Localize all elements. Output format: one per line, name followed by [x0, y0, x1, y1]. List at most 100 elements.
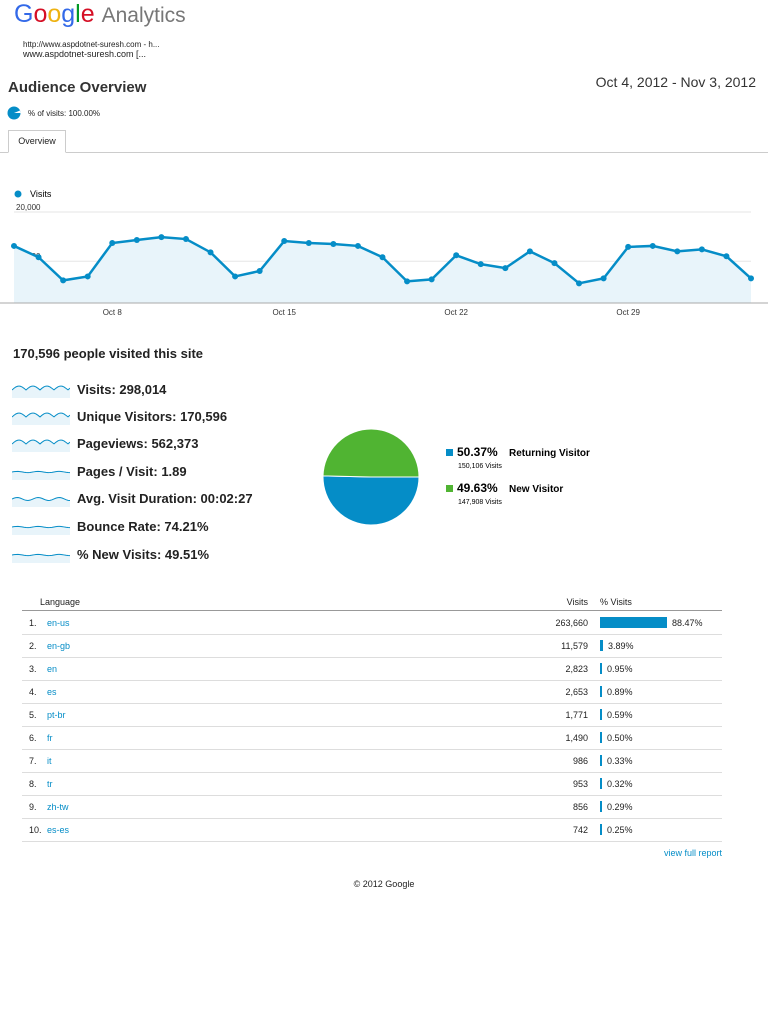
table-row: 10. es-es 742 0.25%: [22, 818, 722, 842]
visits: 11,579: [561, 641, 588, 651]
logo-product: Analytics: [101, 4, 186, 27]
footer: © 2012 Google: [353, 879, 415, 889]
visits: 953: [572, 779, 588, 789]
sparkline-area: [12, 554, 70, 563]
share-label: 3.89%: [607, 641, 634, 651]
sparkline-line: [12, 470, 70, 474]
table-row: 6. fr 1,490 0.50%: [22, 726, 722, 750]
table-row: 8. tr 953 0.32%: [22, 772, 722, 796]
tab[interactable]: Overview: [8, 130, 66, 153]
language: zh-tw: [47, 802, 69, 812]
metric-text: Avg. Visit Duration: 00:02:27: [77, 491, 253, 506]
metric-label: Visits:: [77, 382, 116, 397]
legend-dot: [14, 190, 22, 198]
legend-swatch: [446, 485, 453, 492]
point: [625, 243, 632, 250]
metric-label: Pages / Visit:: [77, 464, 158, 479]
sparkline-line: [12, 553, 70, 557]
table-row: 3. en 2,823 0.95%: [22, 657, 722, 681]
logo-letter: g: [61, 0, 76, 28]
point: [330, 240, 337, 247]
legend-swatch: [446, 449, 453, 456]
point: [453, 252, 460, 259]
share-bar: [600, 778, 602, 789]
rank: 5.: [29, 710, 37, 720]
visits: 2,653: [565, 687, 588, 697]
pie-slice: [322, 475, 420, 526]
visits: 856: [572, 802, 588, 812]
share-bar: [600, 709, 602, 720]
language: it: [47, 756, 52, 766]
table: Language Visits % Visits 1. en-us 263,660 8…: [0, 592, 768, 872]
metric-label: Pageviews:: [77, 436, 148, 451]
point: [256, 268, 263, 275]
sparkline: [12, 553, 70, 563]
point: [600, 275, 607, 282]
logo-letter: e: [80, 0, 95, 28]
point: [354, 242, 361, 249]
sparkline: [12, 470, 70, 480]
point: [133, 237, 140, 244]
visits: 986: [572, 756, 588, 766]
point: [109, 239, 116, 246]
legend-label: Returning Visitor: [509, 448, 590, 459]
rank: 8.: [29, 779, 37, 789]
share-bar: [600, 640, 603, 651]
point: [551, 260, 558, 267]
table-row: 4. es 2,653 0.89%: [22, 680, 722, 704]
metric: Avg. Visit Duration: 00:02:27: [12, 489, 272, 509]
sparkline-line: [12, 412, 70, 418]
point: [281, 238, 288, 245]
metric: Pageviews: 562,373: [12, 434, 272, 454]
point: [207, 249, 214, 256]
legend-label: Visits: [30, 189, 52, 199]
point: [723, 253, 730, 260]
rank: 6.: [29, 733, 37, 743]
language: tr: [47, 779, 53, 789]
language: en-gb: [47, 641, 71, 651]
share-label: 0.29%: [607, 802, 633, 812]
point: [84, 273, 91, 280]
url-line: www.aspdotnet-suresh.com [...: [23, 49, 147, 59]
share-label: 0.33%: [607, 756, 633, 766]
column-header: Language: [40, 597, 81, 607]
x-tick-label: Oct 15: [272, 308, 296, 317]
language: en-us: [47, 618, 70, 628]
sparkline-line: [12, 525, 70, 529]
sparkline: [12, 525, 70, 535]
metric-label: Bounce Rate:: [77, 519, 161, 534]
logo-letter: l: [75, 0, 81, 28]
pie-chart: 50.37% Returning Visitor 150,106 Visits 49.…: [322, 428, 590, 526]
metric-value: 170,596: [180, 409, 228, 424]
metric: Bounce Rate: 74.21%: [12, 517, 272, 537]
point: [305, 239, 312, 246]
language: es: [47, 687, 57, 697]
point: [11, 242, 17, 249]
sparkline: [12, 385, 70, 398]
share-label: 0.25%: [607, 825, 633, 835]
point: [60, 277, 67, 284]
sparkline-line: [12, 385, 70, 391]
point: [649, 242, 656, 249]
legend-detail: 147,908 Visits: [458, 499, 502, 506]
legend-value: 50.37%: [457, 445, 498, 459]
rank: 4.: [29, 687, 37, 697]
logo-letter: G: [14, 0, 34, 28]
point: [404, 278, 411, 285]
x-tick-label: Oct 22: [444, 308, 468, 317]
metric: Visits: 298,014: [12, 380, 272, 400]
share-bar: [600, 663, 602, 674]
view-full-report[interactable]: view full report: [663, 848, 722, 858]
share-label: 0.89%: [607, 687, 633, 697]
sparkline: [12, 412, 70, 425]
language: es-es: [47, 825, 70, 835]
metric: Unique Visitors: 170,596: [12, 407, 272, 427]
metric-text: % New Visits: 49.51%: [77, 547, 209, 562]
sparkline-area: [12, 440, 70, 452]
logo-letter: o: [33, 0, 48, 28]
metric-value: 562,373: [151, 436, 199, 451]
metric-text: Unique Visitors: 170,596: [77, 409, 227, 424]
point: [477, 261, 484, 268]
metric-text: Bounce Rate: 74.21%: [77, 519, 209, 534]
